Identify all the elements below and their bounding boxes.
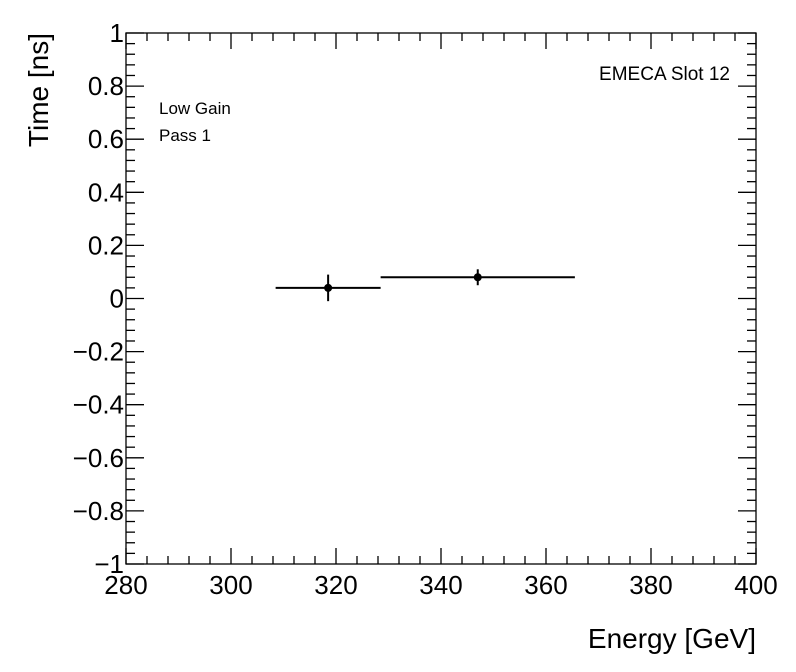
x-tick-label: 280 bbox=[104, 570, 147, 600]
x-tick-label: 400 bbox=[734, 570, 777, 600]
x-tick-labels: 280 300 320 340 360 380 400 bbox=[104, 570, 777, 600]
annotation-slot: EMECA Slot 12 bbox=[599, 64, 730, 85]
y-tick-label: −1 bbox=[94, 549, 124, 579]
x-tick-label: 340 bbox=[419, 570, 462, 600]
y-tick-label: −0.4 bbox=[73, 390, 124, 420]
axis-ticks bbox=[125, 32, 757, 565]
y-tick-label: −0.8 bbox=[73, 496, 124, 526]
y-tick-label: 1 bbox=[110, 18, 124, 48]
data-point bbox=[324, 283, 333, 292]
annotation-pass: Pass 1 bbox=[159, 126, 211, 145]
y-tick-label: −0.2 bbox=[73, 337, 124, 367]
y-tick-label: 0.8 bbox=[88, 71, 124, 101]
x-tick-label: 360 bbox=[524, 570, 567, 600]
annotation-low-gain: Low Gain bbox=[159, 99, 231, 118]
x-tick-label: 320 bbox=[314, 570, 357, 600]
x-tick-label: 380 bbox=[629, 570, 672, 600]
y-tick-label: 0 bbox=[110, 284, 124, 314]
y-tick-label: 0.2 bbox=[88, 230, 124, 260]
data-series bbox=[275, 269, 575, 302]
y-axis-title: Time [ns] bbox=[23, 33, 54, 147]
data-point bbox=[473, 273, 482, 282]
y-tick-label: −0.6 bbox=[73, 443, 124, 473]
x-tick-label: 300 bbox=[209, 570, 252, 600]
y-tick-labels: −1 −0.8 −0.6 −0.4 −0.2 0 0.2 0.4 0.6 0.8 1 bbox=[73, 18, 124, 579]
y-tick-label: 0.4 bbox=[88, 177, 124, 207]
y-tick-label: 0.6 bbox=[88, 124, 124, 154]
x-axis-title: Energy [GeV] bbox=[588, 623, 756, 654]
